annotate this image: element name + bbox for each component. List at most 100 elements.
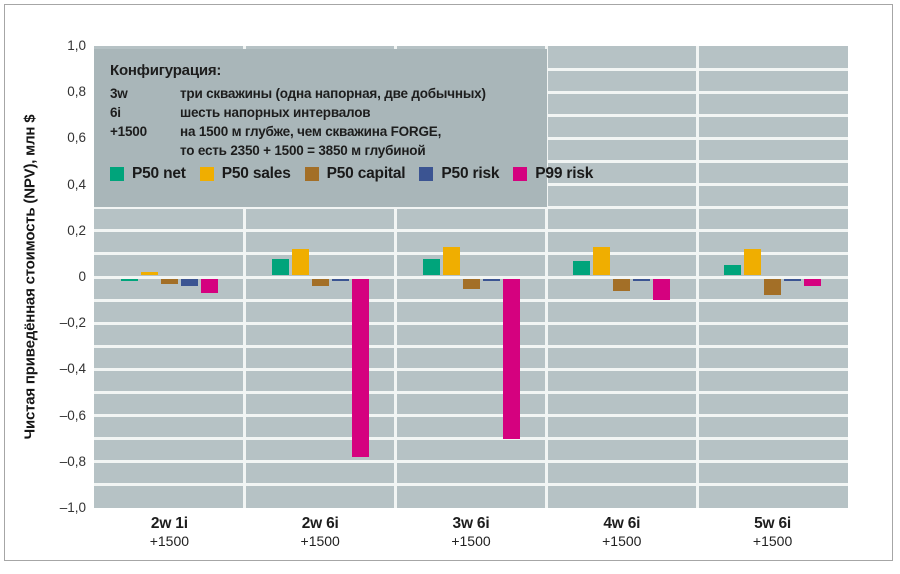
- config-row: 6i шесть напорных интервалов: [110, 103, 547, 122]
- plot-area: Чистая приведённая стоимость (NPV), млн …: [22, 38, 848, 549]
- bar-p50-sales: [291, 249, 309, 276]
- legend-label: P50 net: [132, 165, 186, 182]
- gridline-horizontal: [94, 460, 848, 464]
- legend-item: P50 sales: [199, 165, 291, 183]
- legend-label: P99 risk: [535, 165, 594, 182]
- x-category-label: 3w 6i +1500: [406, 515, 536, 551]
- x-category-config: 2w 1i: [150, 515, 188, 532]
- x-category-label: 5w 6i +1500: [708, 515, 838, 551]
- bar-p50-sales: [593, 246, 611, 276]
- legend-label: P50 sales: [221, 165, 291, 182]
- legend-item: P99 risk: [513, 165, 593, 183]
- gridline-horizontal: [94, 483, 848, 487]
- x-category-config: 5w 6i: [754, 515, 792, 532]
- legend-item: P50 net: [110, 165, 186, 183]
- legend-swatch-icon: [419, 167, 434, 181]
- x-category-depth: +1500: [451, 533, 491, 549]
- bar-p50-capital: [462, 278, 480, 289]
- gridline-horizontal: [94, 437, 848, 441]
- config-legend-box: Конфигурация: 3w три скважины (одна напор…: [94, 49, 593, 207]
- config-description: шесть напорных интервалов: [180, 105, 371, 121]
- bar-p99-risk: [351, 278, 369, 458]
- x-category-depth: +1500: [602, 533, 642, 549]
- config-term: +1500: [110, 124, 147, 140]
- bar-p50-capital: [311, 278, 329, 287]
- bar-p50-net: [573, 260, 591, 276]
- legend-label: P50 capital: [326, 165, 406, 182]
- bar-p50-capital: [160, 278, 178, 284]
- bar-p99-risk: [200, 278, 218, 294]
- bar-p50-risk: [482, 278, 500, 281]
- bar-p50-risk: [784, 278, 802, 281]
- config-description: на 1500 м глубже, чем скважина FORGE, то…: [180, 124, 442, 159]
- y-tick-label: 0,2: [67, 222, 86, 238]
- bar-p99-risk: [653, 278, 671, 301]
- config-rows: 3w три скважины (одна напорная, две добыч…: [110, 84, 547, 161]
- config-description: три скважины (одна напорная, две добычны…: [180, 86, 486, 101]
- x-category-config: 4w 6i: [603, 515, 641, 532]
- gridline-horizontal: [94, 275, 848, 279]
- x-category-depth: +1500: [149, 533, 190, 549]
- bar-p50-net: [271, 258, 289, 276]
- legend-swatch-icon: [513, 167, 528, 181]
- y-tick-label: –1,0: [59, 500, 86, 515]
- gridline-horizontal: [94, 206, 848, 210]
- y-tick-label: –0,2: [59, 315, 86, 331]
- x-category-label: 2w 1i +1500: [104, 515, 234, 551]
- bar-p50-net: [120, 278, 138, 281]
- gridline-horizontal: [94, 229, 848, 233]
- x-category-config: 2w 6i: [301, 515, 339, 532]
- legend-item: P50 risk: [419, 165, 499, 183]
- legend-swatch-icon: [110, 167, 124, 181]
- bar-p50-net: [724, 265, 742, 276]
- bar-p99-risk: [502, 278, 520, 439]
- bar-p50-risk: [180, 278, 198, 287]
- y-tick-label: –0,8: [59, 453, 86, 469]
- y-tick-label: 1,0: [67, 38, 86, 53]
- config-term: 6i: [110, 105, 121, 121]
- gridline-horizontal: [94, 344, 848, 348]
- gridline-horizontal: [94, 367, 848, 371]
- bar-p50-capital: [764, 278, 782, 296]
- config-title: Конфигурация:: [110, 62, 222, 79]
- x-category-label: 4w 6i +1500: [557, 515, 687, 551]
- bar-p50-sales: [140, 272, 158, 276]
- y-tick-label: –0,6: [59, 407, 86, 423]
- y-tick-label: –0,4: [59, 361, 86, 377]
- x-category-depth: +1500: [300, 533, 340, 549]
- bar-p50-sales: [744, 249, 762, 276]
- y-tick-label: 0,4: [67, 176, 86, 192]
- category-divider: [544, 46, 548, 508]
- config-row: +1500 на 1500 м глубже, чем скважина FORG…: [110, 122, 547, 160]
- x-category-label: 2w 6i +1500: [255, 515, 385, 551]
- gridline-horizontal: [94, 414, 848, 418]
- config-row: 3w три скважины (одна напорная, две добыч…: [110, 84, 547, 103]
- bar-p50-capital: [613, 278, 631, 291]
- y-axis-title: Чистая приведённая стоимость (NPV), млн …: [21, 114, 39, 440]
- category-divider: [243, 46, 247, 508]
- legend-label: P50 risk: [441, 165, 500, 182]
- x-category-config: 3w 6i: [452, 515, 490, 532]
- bar-p50-sales: [442, 246, 460, 276]
- category-divider: [394, 46, 398, 508]
- gridline-horizontal: [94, 252, 848, 256]
- legend-swatch-icon: [304, 167, 319, 181]
- gridline-horizontal: [94, 321, 848, 325]
- legend-item: P50 capital: [304, 165, 406, 183]
- y-tick-label: 0,6: [67, 130, 86, 146]
- x-category-depth: +1500: [752, 533, 793, 549]
- legend-swatch-icon: [199, 167, 214, 181]
- bar-p50-risk: [633, 278, 651, 281]
- gridline-horizontal: [94, 391, 848, 394]
- chart-legend: P50 net P50 sales P50 capital P50 risk P99 r…: [110, 165, 607, 183]
- config-term: 3w: [110, 86, 128, 101]
- y-tick-label: 0: [78, 269, 86, 284]
- figure-frame: [4, 4, 893, 561]
- category-divider: [695, 46, 699, 508]
- bar-p99-risk: [804, 278, 822, 287]
- y-tick-label: 0,8: [67, 84, 86, 100]
- bar-p50-risk: [331, 278, 349, 281]
- gridline-horizontal: [94, 298, 848, 302]
- bar-p50-net: [422, 258, 440, 276]
